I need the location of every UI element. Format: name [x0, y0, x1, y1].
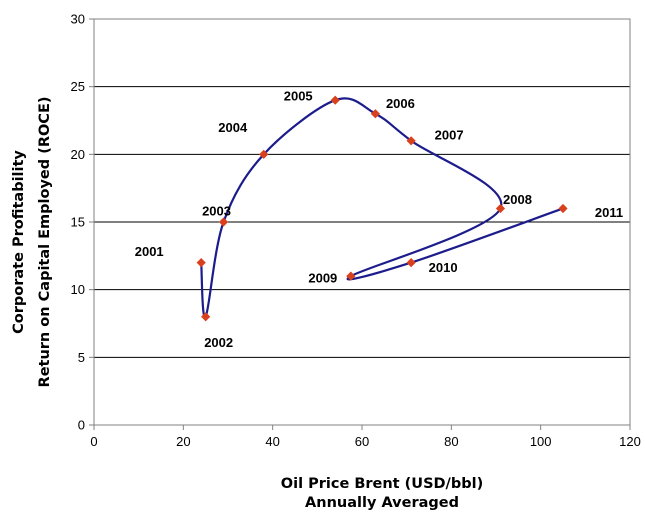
point-label: 2001 [135, 244, 164, 259]
data-point-marker [406, 136, 416, 146]
x-tick-label: 100 [530, 434, 552, 449]
y-tick-label: 30 [71, 12, 85, 27]
data-point-marker [259, 149, 269, 159]
point-label: 2006 [386, 96, 415, 111]
x-tick-label: 0 [90, 434, 97, 449]
point-label: 2011 [595, 205, 623, 220]
y-tick-label: 0 [78, 418, 85, 433]
data-point-marker [330, 95, 340, 105]
point-label: 2004 [218, 120, 248, 135]
data-point-marker [406, 258, 416, 268]
y-tick-label: 15 [71, 215, 85, 230]
y-axis-subtitle: Return on Capital Employed (ROCE) [37, 97, 53, 388]
data-point-marker [218, 217, 229, 227]
x-tick-label: 120 [619, 434, 641, 449]
x-axis-title: Oil Price Brent (USD/bbl) [281, 476, 483, 492]
point-label: 2005 [284, 89, 313, 104]
x-tick-label: 80 [444, 434, 458, 449]
data-markers [196, 95, 568, 322]
point-label: 2010 [429, 260, 458, 275]
y-tick-label: 20 [71, 147, 85, 162]
point-label: 2002 [204, 335, 233, 350]
point-label: 2007 [435, 127, 464, 142]
series-line [200, 97, 564, 319]
gridlines [94, 86, 630, 358]
point-label: 2009 [308, 271, 337, 286]
y-tick-label: 10 [71, 282, 85, 297]
data-point-marker [346, 271, 356, 281]
x-axis-subtitle: Annually Averaged [305, 495, 459, 511]
data-point-marker [370, 109, 380, 119]
y-tick-label: 5 [78, 350, 85, 365]
point-labels: 2001 2002 2003 2004 2005 2006 2007 2008 2009 2010… [135, 89, 623, 351]
data-point-marker [196, 258, 206, 268]
point-label: 2008 [503, 192, 532, 207]
data-point-marker [201, 312, 211, 322]
y-axis-ticks: 0 5 10 15 20 25 30 [71, 12, 94, 433]
point-label: 2003 [202, 204, 231, 219]
y-axis-title: Corporate Profitability [11, 150, 27, 334]
data-point-marker [495, 203, 506, 214]
data-point-marker [558, 203, 568, 214]
x-axis-ticks: 0 20 40 60 80 100 120 [90, 425, 641, 449]
y-tick-label: 25 [71, 79, 85, 94]
x-tick-label: 40 [265, 434, 279, 449]
x-tick-label: 20 [176, 434, 190, 449]
x-tick-label: 60 [355, 434, 369, 449]
